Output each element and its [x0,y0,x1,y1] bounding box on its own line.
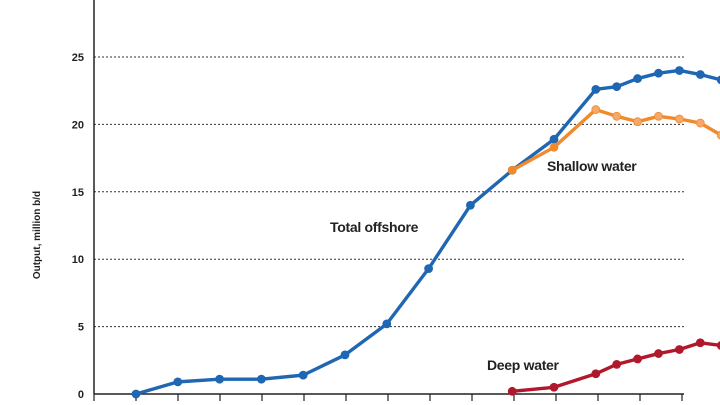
series-1-point-17 [695,70,705,79]
series-1-point-13 [612,82,622,92]
y-tick-0: 0 [78,389,84,401]
series-2-point-7 [675,114,684,124]
series-3 [507,338,720,396]
annotation-total-offshore: Total offshore [330,219,419,235]
series-1-point-18 [716,75,720,85]
annotation-shallow-water: Shallow water [547,158,637,174]
series-1-point-7 [382,319,392,329]
y-axis-label: Output, million b/d [32,191,43,279]
series-2-point-4 [612,111,622,121]
series-3-point-8 [695,338,705,348]
y-tick-5: 5 [78,322,84,334]
series-lines [131,66,720,399]
series-1 [131,66,720,399]
series-1-point-2 [173,377,183,387]
y-tick-20: 20 [72,119,84,131]
series-1-point-14 [633,74,642,83]
gridlines [94,56,684,328]
series-2-point-8 [695,118,705,128]
series-3-point-6 [654,349,663,358]
series-2 [507,105,720,175]
series-2-point-6 [654,111,663,121]
series-2-point-5 [633,117,642,127]
series-3-point-3 [591,369,601,379]
annotation-deep-water: Deep water [487,357,560,373]
series-2-point-9 [716,130,720,140]
series-2-point-3 [591,105,601,114]
series-2-point-1 [507,165,517,175]
series-2-point-2 [549,142,559,152]
series-1-point-8 [424,264,434,274]
series-1-point-15 [654,68,663,78]
series-3-point-5 [633,354,642,364]
series-1-point-16 [675,66,684,75]
series-1-point-4 [256,374,266,384]
series-3-point-4 [612,359,622,369]
series-3-point-7 [675,345,684,354]
series-1-point-11 [549,134,559,144]
y-tick-25: 25 [72,52,84,64]
series-1-point-6 [340,350,350,360]
series-1-point-3 [215,374,225,384]
series-1-point-5 [298,370,308,380]
series-1-point-9 [465,200,475,210]
y-tick-15: 15 [72,187,84,199]
x-ticks [93,394,683,401]
y-tick-labels: 0 5 10 15 20 25 [72,52,84,401]
series-3-point-9 [716,341,720,350]
series-3-point-1 [507,386,517,396]
y-tick-10: 10 [72,254,84,266]
series-1-point-12 [591,84,601,94]
series-1-point-1 [131,389,141,399]
series-3-point-2 [549,382,559,392]
